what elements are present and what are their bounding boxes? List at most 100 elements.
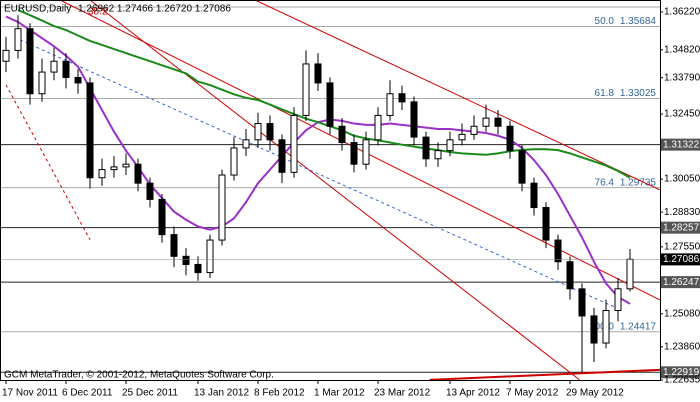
trend-line (19, 39, 621, 311)
candle-body (14, 28, 22, 51)
level-box (661, 366, 700, 379)
y-tick-label: 1.25080 (664, 308, 700, 319)
candle-body (170, 234, 178, 257)
candle-body (338, 125, 346, 144)
candle-body (26, 28, 34, 95)
candle-body (122, 163, 130, 168)
candle-body (134, 163, 142, 184)
candle-body (254, 123, 262, 141)
candle-body (86, 82, 94, 179)
candle-body (374, 114, 382, 141)
y-tick-label: 1.33790 (664, 72, 700, 83)
level-label: 1.22919 (663, 367, 700, 378)
x-tick-label: 13 Jan 2012 (194, 388, 249, 399)
candle-body (494, 117, 502, 127)
candle-body (98, 169, 106, 179)
candle-body (386, 93, 394, 116)
level-label: 1.26247 (663, 277, 700, 288)
x-tick-label: 25 Dec 2011 (122, 388, 178, 399)
y-tick-label: 1.28830 (664, 207, 700, 218)
trend-line (89, 0, 580, 380)
x-tick-label: 7 May 2012 (506, 388, 559, 399)
trend-line (5, 84, 91, 241)
candle-body (446, 139, 454, 152)
candle-body (614, 288, 622, 312)
candle-body (482, 117, 490, 127)
candle-body (74, 76, 82, 84)
candle-body (362, 139, 370, 165)
candle-body (422, 136, 430, 160)
candle-body (218, 174, 226, 241)
candle-body (38, 71, 46, 95)
y-tick-label: 1.22635 (664, 375, 700, 386)
x-tick-label: 29 May 2012 (566, 388, 624, 399)
candle-body (242, 139, 250, 149)
candle-body (158, 198, 166, 236)
level-box (661, 221, 700, 234)
x-tick-label: 17 Nov 2011 (2, 388, 58, 399)
fibo-price: 1.29735 (620, 177, 657, 188)
fibo-level: 61.8 (595, 88, 615, 99)
fibo-price: 1.33025 (620, 88, 657, 99)
y-tick-label: 1.30050 (664, 174, 700, 185)
chart-title: EURUSD,Daily (4, 4, 71, 15)
candle-body (602, 310, 610, 344)
fibo-level: 76.4 (595, 177, 615, 188)
fibo-price: 1.35684 (620, 16, 657, 27)
ohlc-header: 1.26962 1.27466 1.26720 1.27086 (78, 4, 231, 15)
candle-body (566, 261, 574, 290)
x-tick-label: 13 Apr 2012 (446, 388, 500, 399)
candle-body (278, 139, 286, 173)
x-tick-label: 23 Mar 2012 (374, 388, 431, 399)
candle-body (110, 166, 118, 171)
y-tick-label: 1.23860 (664, 341, 700, 352)
candle-body (266, 123, 274, 141)
candle-body (554, 239, 562, 263)
fibo-level: 100.0 (589, 321, 614, 332)
candle-body (506, 125, 514, 152)
y-tick-label: 1.27550 (664, 241, 700, 252)
level-label: 1.31322 (663, 139, 700, 150)
candle-body (326, 82, 334, 127)
candle-body (62, 60, 70, 78)
candle-body (398, 93, 406, 103)
x-tick-label: 6 Dec 2011 (62, 388, 113, 399)
level-box (661, 276, 700, 289)
y-tick-label: 1.34820 (664, 44, 700, 55)
candle-body (626, 258, 634, 290)
candle-body (206, 239, 214, 274)
footer: GCM MetaTrader, © 2001-2012, MetaQuotes … (4, 370, 274, 381)
candle-body (470, 125, 478, 135)
candle-body (2, 49, 10, 62)
fibo-level: 50.0 (595, 16, 615, 27)
fibo-price: 1.24417 (620, 321, 657, 332)
candle-body (350, 142, 358, 165)
plot-area: 38.2 1.35684 50.0 1.33025 61.8 1.29735 76.4 1.2… (0, 0, 660, 380)
candle-body (50, 60, 58, 73)
candle-body (530, 182, 538, 209)
current-price-label: 1.27086 (663, 254, 700, 265)
candle-body (590, 315, 598, 344)
y-tick-label: 1.36220 (664, 7, 700, 18)
candle-body (302, 63, 310, 116)
plot-frame (0, 0, 661, 381)
candle-body (578, 288, 586, 317)
trend-line (254, 0, 660, 191)
candle-body (146, 182, 154, 200)
candle-body (542, 207, 550, 241)
level-label: 1.28257 (663, 222, 700, 233)
x-tick-label: 8 Feb 2012 (254, 388, 305, 399)
candle-body (314, 63, 322, 84)
candle-body (230, 147, 238, 176)
level-box (661, 138, 700, 151)
moving-average (17, 9, 631, 179)
current-price-box (661, 253, 700, 266)
candle-body (194, 263, 202, 274)
candle-body (182, 255, 190, 265)
candle-body (518, 150, 526, 184)
y-tick-label: 1.32450 (664, 109, 700, 120)
fibo-level: 38.2 (88, 7, 108, 18)
x-tick-label: 1 Mar 2012 (314, 388, 365, 399)
